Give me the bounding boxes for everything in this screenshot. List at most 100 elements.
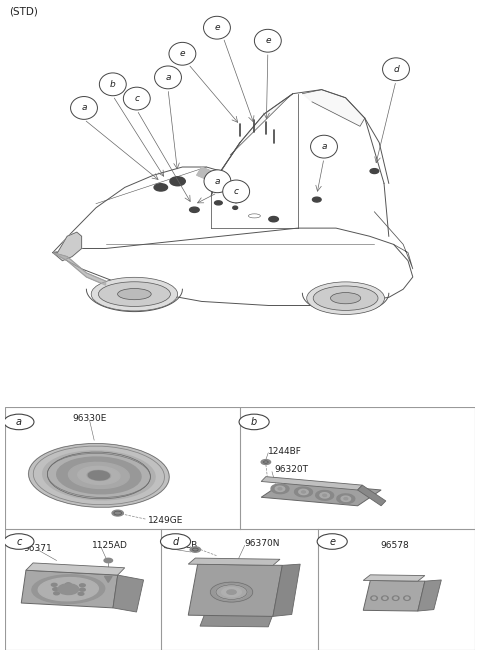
Ellipse shape: [88, 471, 109, 480]
Text: (STD): (STD): [10, 6, 38, 16]
Ellipse shape: [215, 201, 222, 205]
Ellipse shape: [383, 597, 386, 599]
Circle shape: [54, 592, 60, 595]
Circle shape: [204, 16, 230, 39]
Ellipse shape: [312, 197, 321, 202]
Text: a: a: [215, 177, 220, 186]
Polygon shape: [21, 570, 118, 608]
Ellipse shape: [393, 596, 399, 600]
Ellipse shape: [154, 184, 168, 191]
Ellipse shape: [190, 207, 199, 212]
Polygon shape: [113, 575, 144, 612]
Text: 96370N: 96370N: [245, 539, 280, 548]
Polygon shape: [261, 482, 381, 506]
Ellipse shape: [394, 597, 397, 599]
Polygon shape: [363, 580, 425, 611]
Ellipse shape: [404, 596, 410, 600]
Ellipse shape: [337, 494, 355, 503]
Ellipse shape: [233, 206, 238, 210]
Text: 1244BF: 1244BF: [268, 447, 302, 455]
Circle shape: [383, 58, 409, 81]
Text: b: b: [110, 79, 116, 89]
Ellipse shape: [313, 286, 378, 310]
Polygon shape: [197, 167, 211, 179]
Ellipse shape: [38, 578, 98, 600]
Ellipse shape: [118, 288, 151, 300]
Ellipse shape: [227, 590, 236, 595]
Ellipse shape: [344, 497, 348, 500]
Polygon shape: [418, 580, 441, 611]
Circle shape: [80, 588, 85, 591]
Circle shape: [53, 588, 59, 591]
Circle shape: [160, 533, 191, 549]
Ellipse shape: [271, 484, 289, 493]
Circle shape: [58, 584, 79, 595]
Text: c: c: [234, 187, 239, 196]
Polygon shape: [211, 94, 293, 196]
Ellipse shape: [307, 282, 384, 315]
Circle shape: [4, 533, 34, 549]
Circle shape: [71, 97, 97, 120]
Circle shape: [99, 73, 126, 96]
Text: 1327CB: 1327CB: [163, 541, 199, 551]
Polygon shape: [358, 485, 386, 506]
Ellipse shape: [43, 451, 155, 500]
Text: e: e: [329, 537, 335, 547]
Text: 1125AD: 1125AD: [92, 541, 128, 551]
Ellipse shape: [323, 494, 326, 497]
Ellipse shape: [382, 596, 388, 600]
Polygon shape: [302, 89, 365, 126]
Text: a: a: [81, 103, 87, 112]
Ellipse shape: [222, 587, 241, 597]
Polygon shape: [261, 476, 362, 490]
Ellipse shape: [295, 487, 312, 497]
Text: 96320T: 96320T: [275, 465, 308, 474]
Ellipse shape: [32, 575, 105, 604]
Text: c: c: [134, 94, 139, 103]
Ellipse shape: [87, 470, 110, 480]
Ellipse shape: [341, 496, 350, 501]
Polygon shape: [26, 563, 125, 575]
Circle shape: [104, 558, 112, 562]
Text: e: e: [214, 23, 220, 32]
Text: a: a: [165, 73, 171, 82]
Text: e: e: [180, 49, 185, 58]
Polygon shape: [53, 252, 106, 285]
Circle shape: [239, 414, 269, 430]
Text: 96330E: 96330E: [72, 414, 107, 422]
Ellipse shape: [210, 582, 253, 602]
Circle shape: [65, 583, 71, 586]
Circle shape: [123, 87, 150, 110]
Circle shape: [78, 593, 84, 595]
Text: b: b: [251, 417, 257, 427]
Ellipse shape: [29, 443, 169, 507]
Circle shape: [169, 42, 196, 65]
Polygon shape: [273, 564, 300, 616]
Ellipse shape: [330, 292, 361, 304]
Circle shape: [67, 591, 72, 595]
Circle shape: [317, 533, 347, 549]
Circle shape: [254, 30, 281, 52]
Text: c: c: [16, 537, 22, 547]
Ellipse shape: [57, 457, 141, 494]
Circle shape: [223, 180, 250, 203]
Circle shape: [261, 460, 271, 464]
Circle shape: [4, 414, 34, 430]
Ellipse shape: [371, 596, 377, 600]
Ellipse shape: [372, 597, 376, 599]
Polygon shape: [188, 558, 280, 565]
Ellipse shape: [301, 491, 305, 493]
Polygon shape: [200, 614, 273, 627]
Text: 96371: 96371: [24, 544, 52, 553]
Circle shape: [155, 66, 181, 89]
Ellipse shape: [320, 493, 329, 498]
Text: d: d: [393, 65, 399, 74]
Ellipse shape: [278, 487, 282, 490]
Polygon shape: [188, 564, 282, 616]
Circle shape: [112, 510, 123, 516]
Circle shape: [67, 587, 72, 590]
Ellipse shape: [69, 463, 129, 488]
Ellipse shape: [216, 585, 247, 599]
Ellipse shape: [78, 466, 120, 484]
Circle shape: [80, 584, 85, 587]
